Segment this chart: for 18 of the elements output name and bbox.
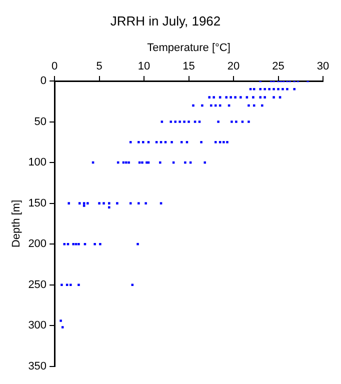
- y-tick-label: 200: [28, 238, 47, 250]
- y-axis-title: Depth [m]: [10, 200, 23, 248]
- x-tick-label: 5: [96, 60, 102, 72]
- x-tick-label: 15: [182, 60, 195, 72]
- x-tick-label: 0: [51, 60, 58, 72]
- y-tick-label: 100: [28, 156, 47, 169]
- x-tick-label: 25: [272, 60, 284, 72]
- y-tick-label: 150: [28, 197, 47, 210]
- y-tick-label: 50: [34, 116, 47, 128]
- y-tick-label: 250: [28, 278, 47, 291]
- x-tick-label: 30: [316, 60, 330, 72]
- x-axis-title: Temperature [°C]: [147, 42, 230, 54]
- x-tick-label: 10: [138, 60, 150, 72]
- y-tick-label: 350: [28, 360, 47, 372]
- x-tick-label: 20: [227, 60, 240, 72]
- y-tick-label: 300: [28, 320, 47, 332]
- chart-title: JRRH in July, 1962: [110, 13, 221, 28]
- y-tick-label: 0: [40, 75, 47, 88]
